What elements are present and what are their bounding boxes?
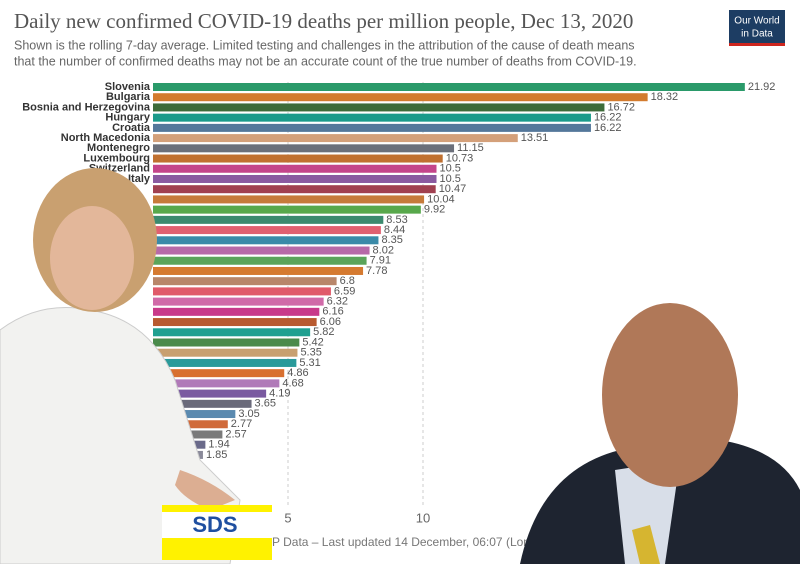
bar (153, 134, 518, 143)
bar (153, 297, 324, 306)
bar (153, 185, 436, 194)
category-label: Hungary (105, 112, 151, 124)
value-label: 5.82 (313, 326, 334, 338)
logo-stripe (729, 43, 785, 46)
bar (153, 164, 437, 173)
subtitle: that the number of confirmed deaths may … (14, 54, 637, 68)
category-label: Italy (128, 173, 151, 185)
bar (153, 369, 285, 378)
bar (153, 318, 317, 327)
bar (153, 328, 311, 337)
value-label: 8.44 (384, 224, 405, 236)
bar (153, 358, 297, 367)
value-label: 3.05 (238, 408, 259, 420)
value-label: 2.57 (225, 428, 246, 440)
value-label: 11.15 (457, 142, 484, 154)
value-label: 8.35 (381, 234, 402, 246)
bar (153, 123, 591, 132)
bar (153, 348, 298, 357)
bar (153, 266, 364, 275)
value-label: 3.65 (255, 398, 276, 410)
bar (153, 379, 280, 388)
photo-left (0, 168, 241, 564)
bar (153, 277, 337, 286)
logo-text: in Data (741, 29, 773, 40)
value-label: 13.51 (521, 132, 549, 144)
value-label: 7.78 (366, 265, 387, 277)
value-label: 6.8 (340, 275, 355, 287)
value-label: 21.92 (748, 81, 776, 93)
value-label: 2.77 (231, 418, 252, 430)
footer: P Data – Last updated 14 December, 06:07… (272, 535, 530, 549)
value-label: 10.5 (440, 173, 461, 185)
bar (153, 144, 455, 153)
value-label: 1.85 (206, 449, 227, 461)
value-label: 10.73 (446, 152, 474, 164)
category-label: Croatia (112, 122, 151, 134)
category-label: Bulgaria (106, 91, 151, 103)
bar (153, 287, 331, 296)
value-label: 4.19 (269, 388, 290, 400)
x-tick-label: 10 (416, 510, 430, 525)
logo-text: Our World (734, 16, 779, 27)
value-label: 7.91 (370, 255, 391, 267)
value-label: 1.94 (208, 439, 229, 451)
value-label: 8.53 (386, 214, 407, 226)
badge-text: SDS (192, 512, 237, 537)
bar (153, 174, 437, 183)
value-label: 4.68 (282, 377, 303, 389)
value-label: 9.92 (424, 204, 445, 216)
value-label: 5.31 (299, 357, 320, 369)
bar (153, 226, 381, 235)
bar (153, 246, 370, 255)
plot: 5 10 Slovenia 21.92 Bulgaria 18.32 Bosnia and … (22, 81, 775, 526)
category-label: North Macedonia (61, 132, 151, 144)
category-label: Montenegro (87, 142, 150, 154)
value-label: 6.06 (320, 316, 341, 328)
value-label: 16.72 (607, 101, 635, 113)
bar (153, 205, 421, 214)
value-label: 8.02 (373, 244, 394, 256)
value-label: 5.42 (302, 336, 323, 348)
bar (153, 256, 367, 265)
bar (153, 420, 228, 429)
bar (153, 113, 591, 122)
bar (153, 215, 384, 224)
bar (153, 399, 252, 408)
value-label: 6.16 (322, 306, 343, 318)
bar (153, 103, 605, 112)
value-label: 4.86 (287, 367, 308, 379)
value-label: 16.22 (594, 112, 622, 124)
bar (153, 338, 300, 347)
logo-box (729, 10, 785, 46)
chart-title: Daily new confirmed COVID-19 deaths per … (14, 9, 633, 33)
bar (153, 307, 320, 316)
bar (153, 195, 425, 204)
bar (153, 410, 236, 419)
bar (153, 93, 648, 102)
subtitle: Shown is the rolling 7-day average. Limi… (14, 38, 635, 52)
value-label: 10.47 (439, 183, 467, 195)
value-label: 5.35 (300, 347, 321, 359)
value-label: 6.32 (327, 296, 348, 308)
bar (153, 236, 379, 245)
category-label: Luxembourg (83, 152, 150, 164)
photo-right (520, 303, 800, 564)
value-label: 18.32 (651, 91, 679, 103)
bar (153, 83, 745, 91)
badge: SDS (162, 505, 272, 560)
value-label: 10.04 (427, 193, 455, 205)
x-tick-label: 5 (284, 510, 291, 525)
bar (153, 389, 267, 398)
category-label: Bosnia and Herzegovina (22, 101, 151, 113)
value-label: 16.22 (594, 122, 622, 134)
bar (153, 154, 443, 163)
category-label: Slovenia (105, 81, 151, 93)
value-label: 6.59 (334, 285, 355, 297)
value-label: 10.5 (440, 163, 461, 175)
